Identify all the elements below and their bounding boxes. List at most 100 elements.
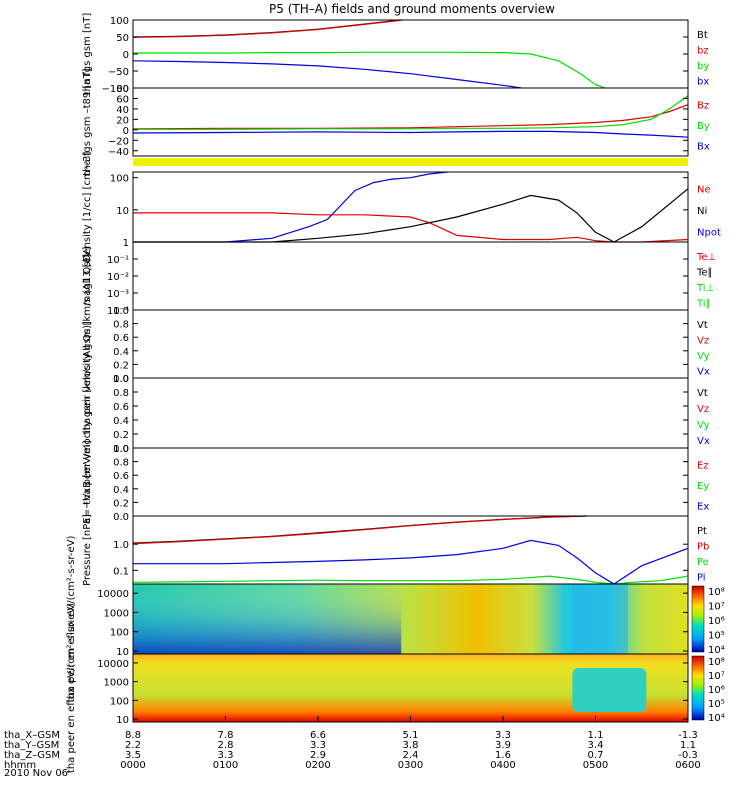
colorbar <box>691 585 705 653</box>
colorbar-tick-label: 10⁴ <box>708 713 725 724</box>
date-label: 2010 Nov 06 <box>4 768 68 779</box>
legend-Vt: Vt <box>697 388 708 399</box>
y-tick-label: 0.8 <box>113 458 129 469</box>
colorbar-tick-label: 10⁵ <box>708 631 725 642</box>
legend-Vt: Vt <box>697 320 708 331</box>
y-axis-label: tha peir velocity gsm [km/s (All Qs)] <box>82 254 93 435</box>
x-row-value: -0.3 <box>678 750 698 761</box>
x-row-value: 0100 <box>213 760 238 771</box>
y-axis-label: E=−VxB [mV/m] <box>82 440 93 523</box>
y-tick-label: 0.6 <box>113 333 129 344</box>
y-axis-label: tha fgs gsm –t89 [nT] <box>82 68 93 175</box>
panel-3: 100 10 1 Density [1/cc] [cm−3] Ne Ni Npot <box>82 152 721 263</box>
colorbar-tick-label: 10⁸ <box>708 657 725 668</box>
legend-Ey: Ey <box>697 481 709 492</box>
x-row-value: 1.6 <box>495 750 511 761</box>
y-tick-label: 10 <box>116 206 129 217</box>
panel-frame <box>132 309 689 379</box>
y-tick-label: 0.2 <box>113 430 129 441</box>
y-axis-label: Pressure [nPa] <box>82 514 93 586</box>
series-Bx <box>132 130 689 138</box>
y-tick-label: 0.4 <box>113 347 129 358</box>
legend-By: By <box>697 121 710 132</box>
series-Ne <box>133 212 689 243</box>
x-row-label: hhmm <box>4 760 36 771</box>
y-tick-label: 0.1 <box>113 566 129 577</box>
colorbar-tick-label: 10⁷ <box>708 602 725 613</box>
y-tick-label: 0.8 <box>113 388 129 399</box>
y-tick-label: 50 <box>116 33 129 44</box>
y-tick-label: −20 <box>108 136 129 147</box>
y-tick-label: 60 <box>116 94 129 105</box>
x-row-value: 0500 <box>583 760 608 771</box>
legend-Pi: Pi <box>697 572 706 583</box>
y-tick-label: 1.0 <box>113 444 129 455</box>
series-Pe <box>132 575 689 585</box>
x-row-value: 0000 <box>120 760 145 771</box>
y-tick-label: 100 <box>110 628 129 639</box>
y-tick-label: 1000 <box>104 678 129 689</box>
panel-1: 100 50 0 −50 −100 tha fgs gsm [nT] Bt bz by bx <box>82 13 709 96</box>
legend-Pe: Pe <box>697 557 709 568</box>
y-tick-label: 10 <box>116 647 129 658</box>
colorbar-tick-label: 10⁴ <box>708 645 725 656</box>
y-tick-label: 1 <box>123 238 129 249</box>
y-tick-label: 0.6 <box>113 471 129 482</box>
ion-spectrogram-low <box>133 584 402 654</box>
panel-5: 1.0 0.8 0.6 0.4 0.2 0.0 tha peir velocity gsm … <box>82 254 710 435</box>
x-row-label: tha_X–GSM <box>4 730 60 741</box>
x-row-value: 3.3 <box>310 740 326 751</box>
x-axis-annotation: tha_X–GSM 8.8 7.8 6.6 5.1 3.3 1.1 -1.3tha_Y–GSM… <box>4 716 701 771</box>
panel-9: 10⁸ 10⁷ 10⁶ 10⁵ 10⁴ 10000 1000 100 10 tha peir en… <box>66 535 725 702</box>
y-axis-label: tha peir en eflux eV/(cm²-s-sr-eV) <box>66 535 77 702</box>
ion-spectrogram-gap <box>572 584 628 654</box>
y-tick-label: 10000 <box>97 659 129 670</box>
x-row-value: 0.7 <box>588 750 604 761</box>
legend-bz: bz <box>697 45 709 56</box>
y-tick-label: 100 <box>110 16 129 27</box>
chart-title: P5 (TH–A) fields and ground moments over… <box>269 2 555 16</box>
panel-frame <box>132 87 689 157</box>
x-row-value: 0400 <box>490 760 515 771</box>
colorbar-tick-label: 10⁶ <box>708 616 725 627</box>
x-row-value: 5.1 <box>403 730 419 741</box>
legend-Bz: Bz <box>697 100 709 111</box>
y-tick-label: 40 <box>116 105 129 116</box>
series-Ni <box>133 188 689 243</box>
x-row-value: 6.6 <box>310 730 326 741</box>
y-tick-label: 10⁻³ <box>107 289 129 300</box>
legend-Pt: Pt <box>697 526 707 537</box>
panel-frame <box>132 447 689 517</box>
y-tick-label: 100 <box>110 174 129 185</box>
y-axis-label: Density [1/cc] [cm−3] <box>82 152 93 263</box>
y-axis-label: tha peer velocity gsm [km/s (All Qs)] <box>82 321 93 505</box>
y-tick-label: 0.8 <box>113 320 129 331</box>
colorbar-tick-label: 10⁷ <box>708 671 725 682</box>
y-tick-label: 80 <box>116 84 129 95</box>
x-row-value: 1.1 <box>588 730 604 741</box>
panel-frame <box>132 241 689 311</box>
y-axis-label: tha fgs gsm [nT] <box>82 13 93 96</box>
legend-Vy: Vy <box>697 351 710 362</box>
y-tick-label: 0.4 <box>113 416 129 427</box>
y-tick-label: 10⁻¹ <box>107 255 129 266</box>
legend-Ex: Ex <box>697 502 709 513</box>
x-row-value: 0200 <box>305 760 330 771</box>
y-tick-label: 1.0 <box>113 306 129 317</box>
series-Bz <box>132 104 689 130</box>
panel-frame <box>132 19 689 89</box>
series-Pb <box>132 515 587 545</box>
legend-Vz: Vz <box>697 335 709 346</box>
x-row-value: 3.9 <box>495 740 511 751</box>
y-tick-label: 0.0 <box>113 444 129 455</box>
y-tick-label: 100 <box>110 696 129 707</box>
x-row-value: 3.3 <box>495 730 511 741</box>
legend-Vz: Vz <box>697 404 709 415</box>
legend-by: by <box>697 61 709 72</box>
x-row-value: 8.8 <box>125 730 141 741</box>
y-axis-label: tha peer en eflux eV/(cm²-s-sr-eV) <box>66 603 77 773</box>
x-row-value: 3.4 <box>588 740 604 751</box>
x-row-value: 2.8 <box>218 740 234 751</box>
x-row-value: 2.2 <box>125 740 141 751</box>
